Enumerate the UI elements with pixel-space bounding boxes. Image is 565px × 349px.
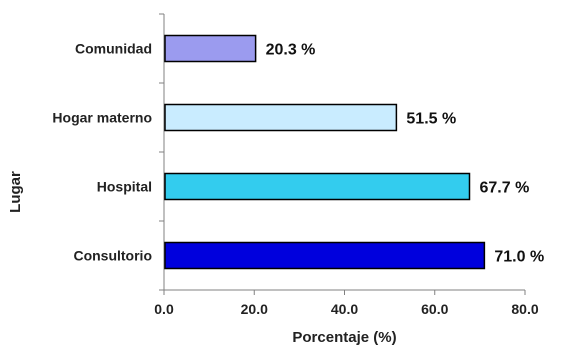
bars-group bbox=[164, 34, 486, 270]
y-ticks bbox=[159, 13, 164, 291]
x-tick-label: 0.0 bbox=[154, 301, 174, 317]
x-ticks: 0.0 20.0 40.0 60.0 80.0 bbox=[154, 290, 539, 317]
data-label: 51.5 % bbox=[406, 111, 456, 128]
x-tick-label: 20.0 bbox=[241, 301, 268, 317]
category-label: Hospital bbox=[97, 179, 152, 195]
bar-hogar-materno bbox=[164, 103, 398, 132]
data-label: 20.3 % bbox=[266, 42, 316, 59]
x-axis-title: Porcentaje (%) bbox=[292, 329, 396, 346]
data-label: 67.7 % bbox=[479, 180, 529, 197]
bar-hospital bbox=[164, 172, 471, 201]
data-label: 71.0 % bbox=[494, 249, 544, 266]
data-labels: 20.3 % 51.5 % 67.7 % 71.0 % bbox=[266, 42, 545, 266]
category-label: Comunidad bbox=[75, 41, 152, 57]
category-label: Hogar materno bbox=[52, 110, 152, 126]
x-tick-label: 60.0 bbox=[421, 301, 448, 317]
bar-comunidad bbox=[164, 34, 257, 63]
x-tick-label: 40.0 bbox=[331, 301, 358, 317]
category-labels: Comunidad Hogar materno Hospital Consultori… bbox=[52, 41, 152, 264]
bar-consultorio bbox=[164, 241, 486, 270]
category-label: Consultorio bbox=[73, 248, 152, 264]
x-tick-label: 80.0 bbox=[511, 301, 538, 317]
y-axis-title: Lugar bbox=[7, 171, 24, 213]
